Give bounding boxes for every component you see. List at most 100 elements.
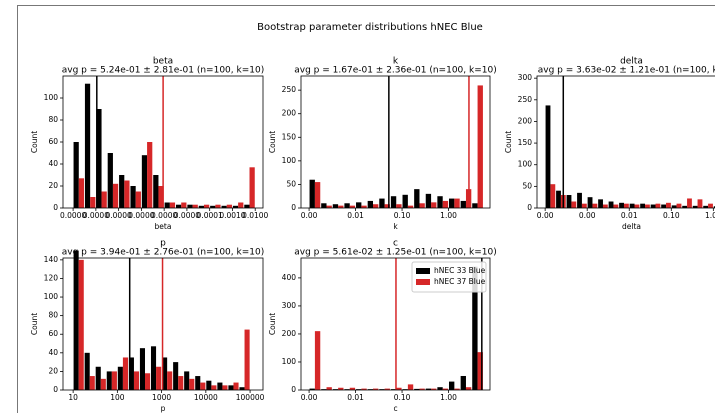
y-tick-label: 140 [44, 255, 59, 264]
figure-title: Bootstrap parameter distributions hNEC B… [257, 22, 483, 33]
histogram-bar [425, 388, 432, 390]
subplot-title: beta [153, 57, 173, 67]
histogram-bar [141, 155, 148, 208]
histogram-bar [344, 203, 350, 208]
histogram-bar [173, 362, 179, 390]
histogram-bar [84, 83, 91, 208]
y-tick-label: 40 [48, 348, 58, 357]
histogram-bar [472, 203, 478, 208]
histogram-bar [402, 389, 408, 390]
histogram-bar [215, 204, 221, 208]
y-tick-label: 250 [282, 85, 297, 94]
histogram-bar [650, 204, 656, 208]
histogram-bar [78, 259, 84, 390]
subplot-title: k [393, 57, 399, 67]
x-tick-label: 0.10 [394, 211, 411, 220]
histogram-bar [332, 389, 339, 390]
histogram-bar [210, 205, 216, 208]
histogram-bar [384, 388, 390, 390]
histogram-bar [472, 266, 478, 390]
histogram-bar [598, 199, 603, 208]
histogram-bar [442, 200, 449, 208]
y-axis-label: Count [268, 313, 277, 335]
x-tick-label: 0.10 [663, 211, 680, 220]
histogram-bar [139, 348, 146, 390]
x-axis-label: k [393, 222, 398, 231]
y-tick-label: 300 [518, 73, 533, 82]
histogram-bar [195, 376, 201, 390]
histogram-bar [175, 204, 182, 208]
histogram-bar [431, 388, 437, 390]
histogram-bar [454, 388, 460, 390]
x-tick-label: 0.0100 [242, 211, 268, 220]
histogram-bar [200, 382, 206, 390]
subplot-subtitle: avg p = 5.24e-01 ± 2.81e-01 (n=100, k=10… [62, 66, 264, 76]
histogram-bar [477, 352, 483, 390]
y-tick-label: 100 [518, 160, 533, 169]
y-axis-label: Count [504, 131, 513, 153]
histogram-bar [145, 373, 151, 390]
y-tick-label: 20 [48, 181, 58, 190]
histogram-bar [379, 389, 385, 390]
x-tick-label: 1.00 [440, 393, 457, 402]
histogram-bar [95, 366, 101, 390]
histogram-bar [419, 388, 425, 390]
y-tick-label: 0 [291, 203, 296, 212]
histogram-bar [687, 198, 692, 208]
histogram-bar [645, 204, 650, 208]
histogram-bar [402, 194, 408, 208]
subplot-subtitle: avg p = 3.63e-02 ± 1.21e-01 (n=100, k= [538, 66, 715, 76]
x-tick-label: 0.00 [537, 211, 554, 220]
histogram-bar [703, 205, 709, 208]
histogram-bar [390, 389, 397, 390]
histogram-bar [326, 205, 332, 208]
histogram-bar [314, 331, 321, 390]
axes-frame [300, 75, 491, 209]
histogram-bar [321, 203, 327, 208]
y-tick-label: 150 [282, 132, 297, 141]
subplot-title: p [160, 239, 166, 249]
subplot-title: delta [620, 57, 643, 67]
histogram-bar [192, 204, 198, 208]
histogram-bar [356, 389, 362, 390]
histogram-bar [361, 388, 367, 390]
histogram-bar [396, 204, 402, 208]
x-tick-label: 100000 [236, 393, 265, 402]
histogram-bar [640, 203, 646, 208]
legend-box [411, 261, 487, 293]
histogram-bar [356, 202, 362, 208]
histogram-bar [571, 201, 577, 208]
histogram-bar [550, 184, 556, 208]
y-tick-label: 80 [48, 311, 58, 320]
legend-swatch [416, 268, 430, 274]
histogram-bar [460, 200, 466, 208]
x-tick-label: 0.10 [394, 393, 411, 402]
y-tick-label: 250 [518, 95, 533, 104]
y-tick-label: 120 [44, 273, 59, 282]
histogram-bar [661, 204, 667, 208]
histogram-bar [178, 376, 184, 390]
axes-frame [62, 257, 264, 391]
histogram-bar [119, 175, 125, 208]
histogram-bar [73, 142, 79, 208]
histogram-bar [344, 389, 350, 390]
x-tick-label: 1.00 [705, 211, 715, 220]
y-tick-label: 100 [44, 93, 59, 102]
histogram-bar [390, 196, 397, 208]
x-tick-label: 0.00 [301, 211, 318, 220]
histogram-bar [623, 203, 629, 208]
histogram-bar [613, 204, 619, 208]
histogram-bar [226, 204, 232, 208]
histogram-bar [130, 186, 136, 208]
histogram-bar [238, 202, 244, 208]
x-axis-label: c [393, 404, 397, 413]
histogram-bar [314, 182, 321, 208]
histogram-bar [117, 366, 123, 390]
subplot-subtitle: avg p = 1.67e-01 ± 2.36e-01 (n=100, k=10… [294, 66, 496, 76]
x-tick-label: 0.0000 [83, 211, 109, 220]
histogram-bar [133, 371, 140, 390]
histogram-bar [128, 357, 134, 390]
x-tick-label: 0.01 [347, 393, 364, 402]
histogram-bar [156, 366, 162, 390]
